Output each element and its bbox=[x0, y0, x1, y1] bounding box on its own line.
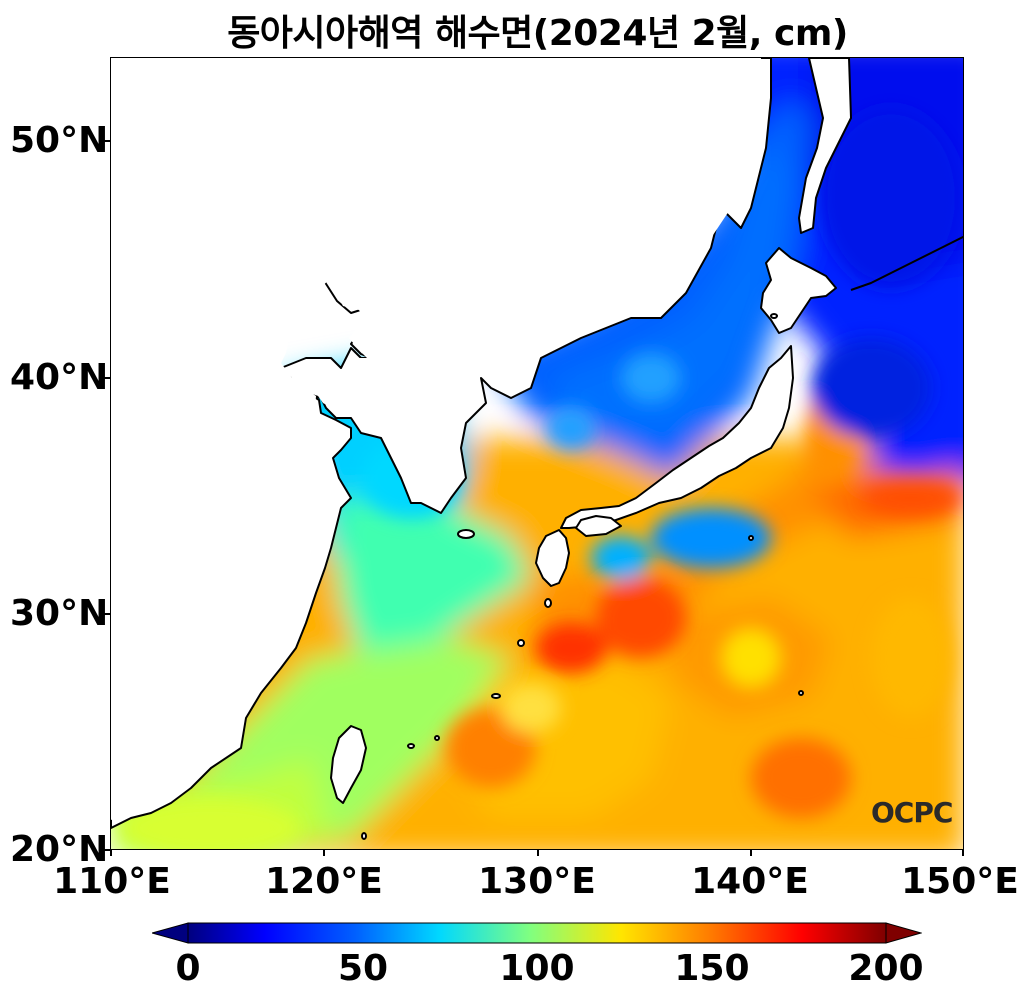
lon-tick-label: 140°E bbox=[691, 861, 809, 902]
lat-tick-label: 40°N bbox=[10, 357, 109, 398]
colorbar-tick-label: 50 bbox=[337, 948, 389, 989]
colorbar-max-extend bbox=[885, 922, 922, 944]
lon-tick-mark bbox=[110, 850, 112, 856]
sea-level-field bbox=[111, 58, 963, 849]
lat-tick-mark bbox=[104, 613, 110, 615]
sea-level-map: OCPC bbox=[110, 57, 964, 850]
chart-title: 동아시아해역 해수면(2024년 2월, cm) bbox=[227, 13, 848, 54]
lat-tick-label: 50°N bbox=[10, 120, 109, 161]
colorbar-min-extend bbox=[152, 922, 189, 944]
lat-tick-mark bbox=[104, 377, 110, 379]
lon-tick-label: 110°E bbox=[53, 861, 171, 902]
lon-tick-mark bbox=[750, 850, 752, 856]
lon-tick-label: 120°E bbox=[265, 861, 383, 902]
lon-tick-mark bbox=[962, 850, 964, 856]
colorbar bbox=[152, 922, 922, 944]
colorbar-tick-label: 100 bbox=[499, 948, 575, 989]
colorbar-gradient bbox=[187, 922, 887, 944]
colorbar-tick-label: 200 bbox=[848, 948, 924, 989]
lat-tick-mark bbox=[104, 140, 110, 142]
ocpc-logo: OCPC bbox=[871, 796, 953, 829]
lat-tick-label: 20°N bbox=[10, 829, 109, 870]
colorbar-tick-label: 150 bbox=[674, 948, 750, 989]
lon-tick-mark bbox=[323, 850, 325, 856]
lat-tick-mark bbox=[104, 849, 110, 851]
lat-tick-label: 30°N bbox=[10, 593, 109, 634]
colorbar-tick-label: 0 bbox=[175, 948, 201, 989]
lon-tick-mark bbox=[537, 850, 539, 856]
lon-tick-label: 130°E bbox=[478, 861, 596, 902]
lon-tick-label: 150°E bbox=[901, 861, 1019, 902]
